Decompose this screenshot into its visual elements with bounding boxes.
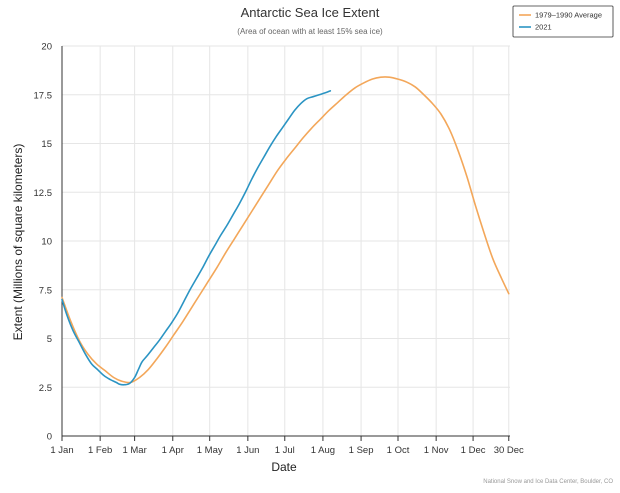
y-tick-label: 0 [47,432,52,443]
x-tick-label: 1 Mar [122,445,146,456]
x-tick-label: 1 May [197,445,223,456]
legend-label-2021[interactable]: 2021 [535,23,552,32]
legend[interactable]: 1979–1990 Average 2021 [512,5,614,38]
x-tick-label: 1 Sep [349,445,374,456]
y-tick-label: 10 [41,237,52,248]
x-axis-label: Date [271,460,297,474]
x-tick-label: 1 Jul [275,445,295,456]
chart-subtitle: (Area of ocean with at least 15% sea ice… [237,27,383,36]
y-tick-label: 12.5 [34,188,53,199]
legend-label-average[interactable]: 1979–1990 Average [535,11,602,20]
tick-labels: 0 2.5 5 7.5 10 12.5 15 17.5 20 1 Jan 1 Feb 1 Mar 1 A… [34,42,525,457]
x-tick-label: 1 Aug [311,445,335,456]
x-tick-label: 1 Nov [424,445,449,456]
y-tick-label: 20 [41,42,52,53]
x-tick-label: 1 Dec [461,445,486,456]
series-line-2021 [61,90,332,386]
y-tick-label: 5 [47,334,52,345]
chart-title: Antarctic Sea Ice Extent [241,5,380,20]
credit-text: National Snow and Ice Data Center, Bould… [483,479,613,485]
y-tick-label: 15 [41,139,52,150]
y-tick-label: 17.5 [34,90,53,101]
series-line-1979-1990-average [61,76,510,384]
legend-box [512,5,614,38]
axes [61,46,510,441]
x-tick-label: 30 Dec [494,445,524,456]
series-lines [61,76,510,386]
x-tick-label: 1 Apr [162,445,184,456]
x-tick-label: 1 Oct [387,445,410,456]
y-tick-label: 2.5 [39,383,52,394]
x-tick-label: 1 Jan [50,445,73,456]
y-axis-label: Extent (Millions of square kilometers) [11,144,25,341]
x-tick-label: 1 Jun [236,445,259,456]
y-tick-label: 7.5 [39,285,52,296]
x-tick-label: 1 Feb [88,445,112,456]
grid-lines [61,45,510,436]
